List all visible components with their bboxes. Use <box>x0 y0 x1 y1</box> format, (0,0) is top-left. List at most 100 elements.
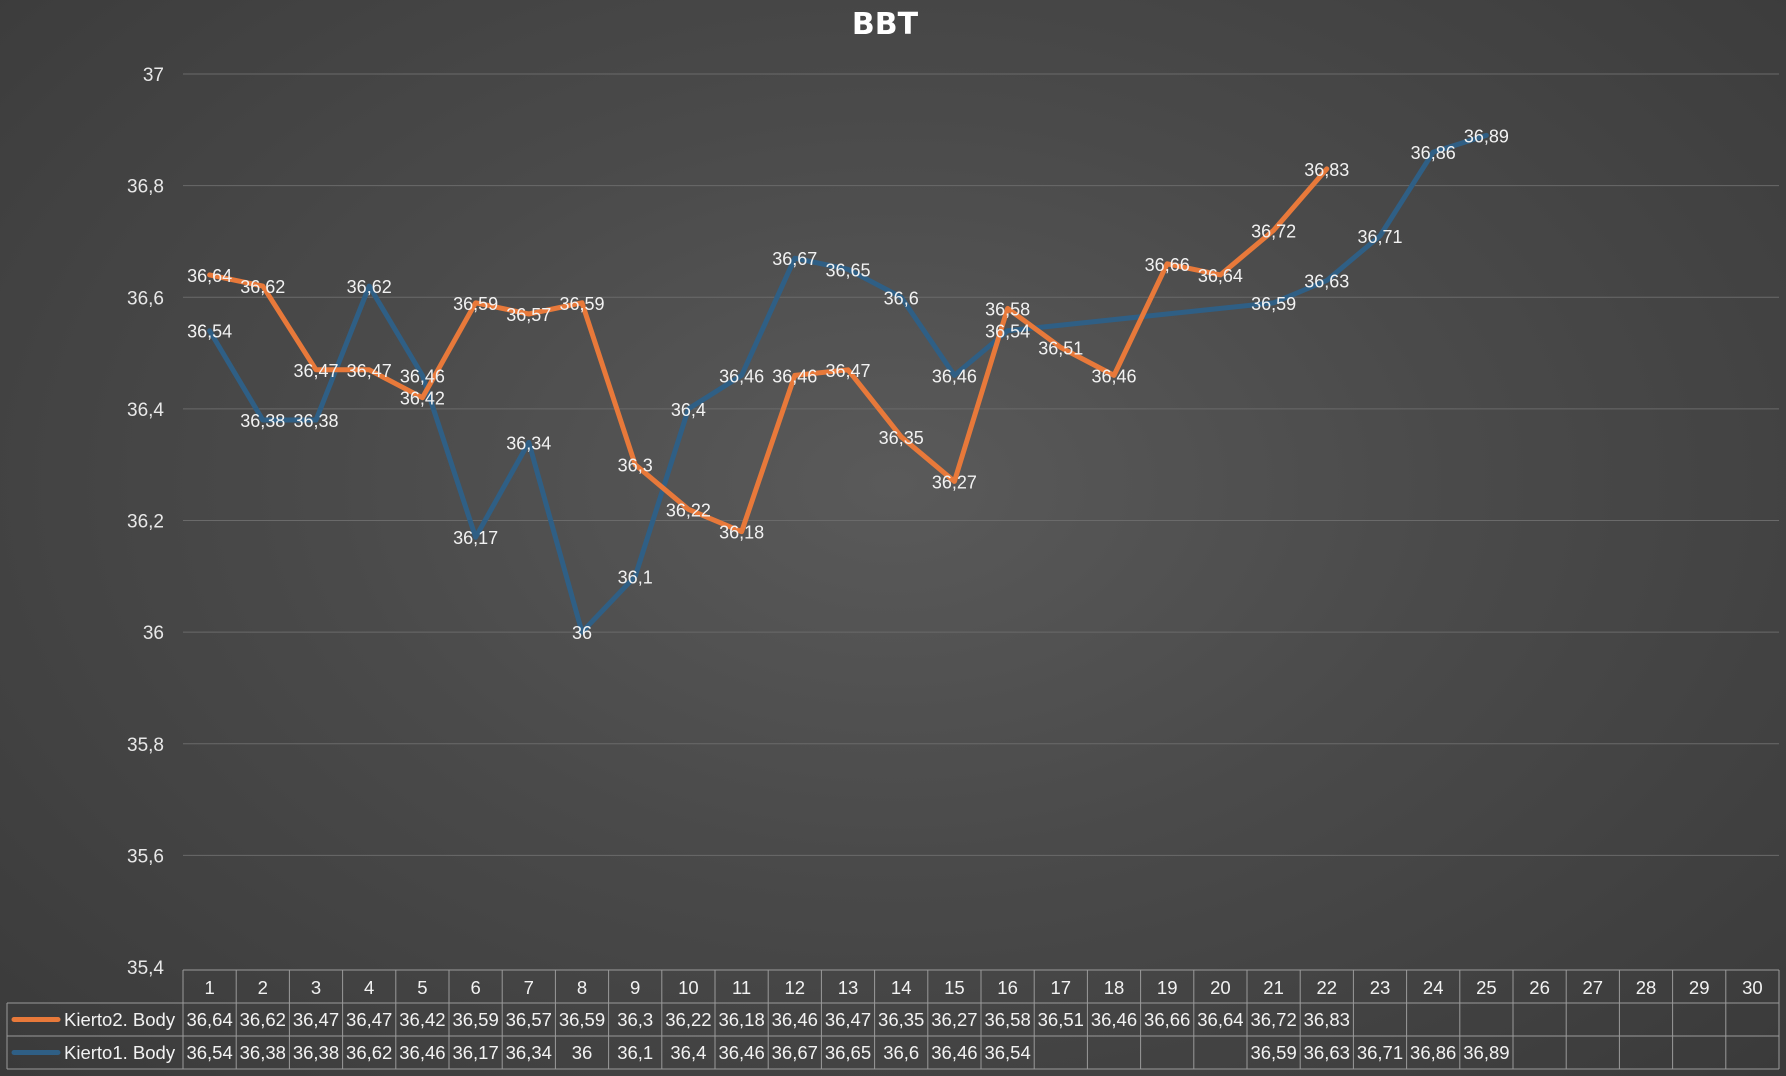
table-cell: 36,38 <box>240 1042 286 1063</box>
series-line-kierto1 <box>207 132 1489 635</box>
y-axis-ticks: 35,4 35,6 35,8 36 36,2 36,4 36,6 36,8 37 <box>127 65 164 979</box>
x-category-label: 6 <box>470 977 480 998</box>
y-tick-label: 35,8 <box>127 735 164 756</box>
table-cell: 36,46 <box>399 1042 445 1063</box>
x-category-label: 7 <box>524 977 534 998</box>
data-label: 36,62 <box>240 277 285 297</box>
y-tick-label: 37 <box>143 65 164 86</box>
table-cell: 36,58 <box>984 1009 1030 1030</box>
table-cell: 36,86 <box>1410 1042 1456 1063</box>
table-cell: 36,54 <box>984 1042 1030 1063</box>
table-cell: 36,89 <box>1463 1042 1509 1063</box>
legend-series-name: Kierto2. Body <box>64 1009 176 1030</box>
legend-series-name: Kierto1. Body <box>64 1042 176 1063</box>
x-category-label: 21 <box>1263 977 1284 998</box>
data-label: 36,46 <box>1091 366 1136 386</box>
data-label: 36,65 <box>825 260 870 280</box>
y-tick-label: 36,6 <box>127 288 164 309</box>
x-category-label: 1 <box>204 977 214 998</box>
y-tick-label: 36,4 <box>127 400 164 421</box>
data-label: 36 <box>572 623 592 643</box>
data-label: 36,47 <box>825 361 870 381</box>
data-label: 36,47 <box>347 361 392 381</box>
table-cell: 36,72 <box>1250 1009 1296 1030</box>
table-cell: 36,35 <box>878 1009 924 1030</box>
series-line-kierto2 <box>207 166 1330 535</box>
data-label: 36,54 <box>985 322 1030 342</box>
data-label: 36,35 <box>879 428 924 448</box>
table-cell: 36,63 <box>1304 1042 1350 1063</box>
x-category-label: 10 <box>678 977 699 998</box>
data-label: 36,1 <box>618 567 653 587</box>
table-cell: 36,51 <box>1038 1009 1084 1030</box>
data-label: 36,42 <box>400 389 445 409</box>
x-category-label: 22 <box>1317 977 1338 998</box>
table-cell: 36,4 <box>670 1042 706 1063</box>
x-category-label: 15 <box>944 977 965 998</box>
table-cell: 36,59 <box>1250 1042 1296 1063</box>
x-category-label: 24 <box>1423 977 1444 998</box>
table-cell: 36,34 <box>506 1042 552 1063</box>
data-label: 36,3 <box>618 456 653 476</box>
x-category-label: 25 <box>1476 977 1497 998</box>
table-cell: 36 <box>572 1042 593 1063</box>
data-label: 36,89 <box>1464 126 1509 146</box>
table-cell: 36,65 <box>825 1042 871 1063</box>
table-cell: 36,59 <box>452 1009 498 1030</box>
table-cell: 36,6 <box>883 1042 919 1063</box>
table-cell: 36,54 <box>186 1042 232 1063</box>
data-label: 36,64 <box>187 266 232 286</box>
x-category-label: 12 <box>785 977 806 998</box>
table-cell: 36,38 <box>293 1042 339 1063</box>
x-category-label: 8 <box>577 977 587 998</box>
table-cell: 36,83 <box>1304 1009 1350 1030</box>
x-category-label: 19 <box>1157 977 1178 998</box>
table-cell: 36,22 <box>665 1009 711 1030</box>
data-label: 36,22 <box>666 500 711 520</box>
table-cell: 36,57 <box>506 1009 552 1030</box>
table-cell: 36,66 <box>1144 1009 1190 1030</box>
table-cell: 36,17 <box>452 1042 498 1063</box>
data-label: 36,59 <box>559 294 604 314</box>
x-category-label: 20 <box>1210 977 1231 998</box>
data-label: 36,86 <box>1411 143 1456 163</box>
data-label: 36,38 <box>240 411 285 431</box>
data-label: 36,34 <box>506 433 551 453</box>
x-category-label: 11 <box>732 977 751 998</box>
table-cell: 36,64 <box>186 1009 232 1030</box>
data-label: 36,54 <box>187 322 232 342</box>
data-label: 36,62 <box>347 277 392 297</box>
x-category-label: 5 <box>417 977 427 998</box>
data-label: 36,71 <box>1357 227 1402 247</box>
x-category-label: 18 <box>1104 977 1125 998</box>
x-category-label: 23 <box>1370 977 1391 998</box>
y-tick-label: 36 <box>143 623 164 644</box>
data-label: 36,72 <box>1251 221 1296 241</box>
data-label: 36,59 <box>1251 294 1296 314</box>
x-category-label: 3 <box>311 977 321 998</box>
data-labels: 36,64 36,62 36,47 36,47 36,42 36,59 36,57 36,59… <box>187 126 1509 643</box>
data-label: 36,46 <box>932 366 977 386</box>
table-cell: 36,46 <box>1091 1009 1137 1030</box>
table-cell: 36,42 <box>399 1009 445 1030</box>
data-label: 36,27 <box>932 472 977 492</box>
x-category-label: 28 <box>1636 977 1657 998</box>
x-category-label: 9 <box>630 977 640 998</box>
table-cell: 36,47 <box>293 1009 339 1030</box>
table-cell: 36,3 <box>617 1009 653 1030</box>
chart-title: BBT <box>852 7 919 42</box>
table-cell: 36,46 <box>772 1009 818 1030</box>
data-label: 36,38 <box>293 411 338 431</box>
table-cell: 36,62 <box>240 1009 286 1030</box>
x-category-label: 13 <box>838 977 859 998</box>
table-cell: 36,64 <box>1197 1009 1243 1030</box>
data-label: 36,58 <box>985 299 1030 319</box>
table-cell: 36,46 <box>931 1042 977 1063</box>
x-category-label: 14 <box>891 977 912 998</box>
y-tick-label: 36,2 <box>127 512 164 533</box>
table-cell: 36,27 <box>931 1009 977 1030</box>
table-cell: 36,1 <box>617 1042 653 1063</box>
table-cell: 36,59 <box>559 1009 605 1030</box>
data-label: 36,4 <box>671 400 706 420</box>
